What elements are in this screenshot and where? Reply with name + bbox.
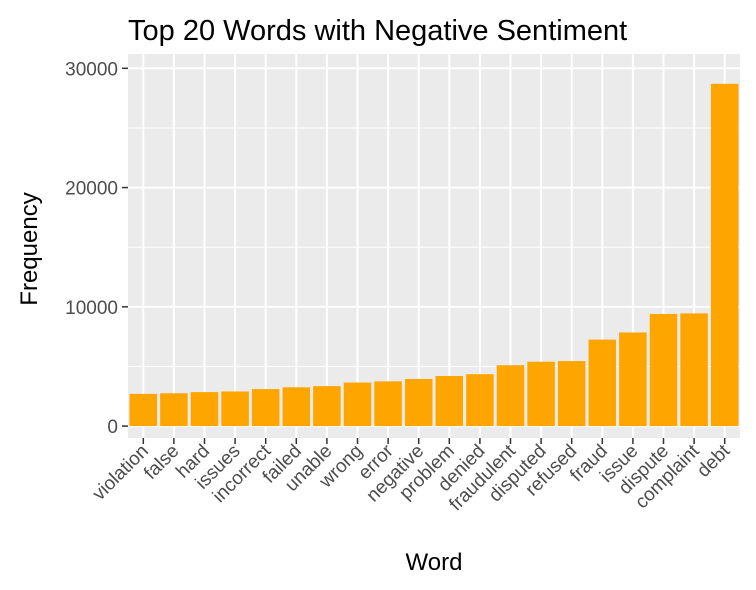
x-axis-title: Word — [406, 549, 463, 576]
bar-debt — [710, 83, 739, 427]
chart-title: Top 20 Words with Negative Sentiment — [128, 15, 627, 47]
bar-failed — [282, 387, 311, 427]
bar-complaint — [680, 313, 708, 427]
bar-negative — [404, 378, 433, 427]
bar-false — [160, 393, 188, 427]
y-tick-label: 20000 — [65, 179, 118, 200]
bars — [129, 83, 739, 427]
bar-incorrect — [251, 389, 280, 427]
bar-fraud — [588, 339, 617, 427]
bar-issue — [619, 332, 647, 427]
y-axis-title: Frequency — [16, 192, 43, 305]
bar-unable — [313, 386, 341, 427]
y-tick-label: 10000 — [65, 298, 118, 319]
bar-dispute — [649, 313, 678, 427]
bar-error — [374, 381, 402, 427]
x-axis: violationfalsehardissuesincorrectfailedu… — [89, 438, 735, 515]
bar-fraudulent — [496, 365, 525, 427]
bar-wrong — [343, 382, 372, 427]
y-tick-label: 30000 — [65, 59, 118, 80]
bar-violation — [129, 393, 158, 427]
bar-refused — [557, 361, 586, 427]
y-tick-label: 0 — [107, 417, 118, 438]
bar-issues — [221, 391, 249, 427]
x-tick-label: debt — [693, 440, 735, 482]
bar-hard — [190, 392, 219, 427]
y-axis: 0 10000 20000 30000 — [65, 59, 128, 438]
bar-disputed — [527, 361, 555, 427]
plot-panel — [128, 54, 740, 438]
bar-denied — [466, 374, 494, 427]
bar-problem — [435, 375, 464, 427]
